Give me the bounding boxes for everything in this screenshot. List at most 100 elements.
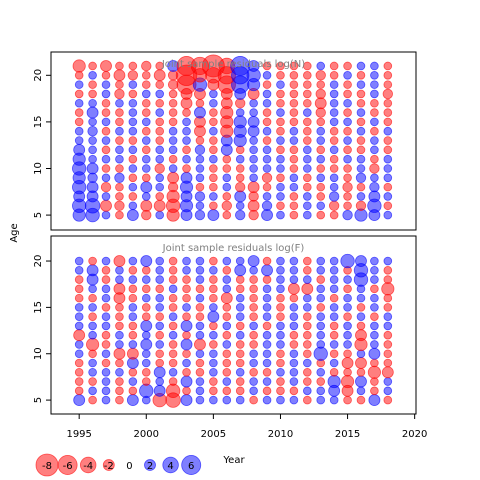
bubble	[101, 266, 111, 275]
bubble	[128, 312, 138, 321]
x-tick-label: 2005	[201, 429, 226, 440]
bubble	[141, 136, 151, 145]
bubble	[316, 192, 326, 201]
bubble	[343, 80, 352, 89]
bubble	[383, 330, 393, 340]
bubble	[155, 358, 164, 368]
bubble	[101, 192, 111, 201]
bubble	[343, 303, 352, 312]
bubble	[128, 284, 138, 294]
bubble	[328, 191, 340, 202]
bubble	[101, 89, 111, 99]
bubble	[126, 347, 139, 360]
bubble	[74, 136, 84, 145]
bubble	[222, 154, 232, 164]
bubble	[329, 89, 339, 99]
bubble	[316, 201, 326, 211]
bubble	[73, 394, 86, 407]
bubble	[383, 126, 393, 136]
bubble	[115, 182, 124, 192]
bubble	[316, 182, 326, 192]
bubble	[101, 210, 111, 220]
bubble	[316, 284, 326, 294]
bubble	[247, 115, 260, 128]
bubble	[195, 367, 205, 377]
bubble	[101, 321, 111, 331]
bubble	[343, 89, 352, 99]
bubble	[182, 154, 191, 164]
bubble	[343, 117, 352, 127]
bubble	[262, 126, 272, 136]
bubble	[235, 386, 245, 396]
bubble	[249, 340, 258, 349]
bubble	[276, 367, 285, 377]
bubble	[276, 266, 285, 275]
bubble	[155, 136, 164, 145]
bubble	[303, 80, 312, 89]
bubble	[370, 275, 379, 284]
bubble	[101, 154, 111, 164]
bubble	[316, 330, 326, 340]
bubble	[101, 164, 111, 173]
bubble	[141, 173, 151, 183]
bubble	[249, 293, 258, 303]
bubble	[343, 173, 352, 183]
bubble	[355, 375, 367, 388]
bubble	[343, 136, 352, 145]
bubble	[235, 358, 245, 368]
bubble	[88, 61, 97, 71]
bubble	[289, 117, 299, 127]
bubble	[209, 192, 218, 201]
bubble	[356, 80, 366, 89]
bubble	[168, 367, 178, 377]
bubble	[101, 136, 111, 145]
bubble	[249, 377, 258, 386]
bubble	[303, 330, 312, 340]
bubble	[383, 98, 393, 108]
bubble	[155, 173, 164, 183]
x-tick-label: 2000	[134, 429, 159, 440]
bubble	[141, 367, 151, 377]
bubble	[74, 303, 84, 312]
bubble	[141, 303, 151, 312]
x-tick-label: 2010	[268, 429, 293, 440]
bubble	[194, 209, 206, 221]
bubble	[343, 145, 352, 155]
bubble	[153, 199, 166, 212]
bubble	[88, 145, 97, 155]
bubble	[168, 98, 178, 108]
bubble	[356, 182, 366, 192]
bubble	[329, 303, 339, 312]
bubble	[101, 293, 111, 303]
bubble	[276, 89, 285, 99]
legend-label: 4	[167, 461, 173, 472]
bubble	[341, 357, 354, 369]
bubble	[329, 61, 339, 71]
bubble	[235, 98, 246, 109]
bubble	[115, 358, 124, 368]
bubble	[222, 275, 232, 284]
bubble	[289, 358, 299, 368]
bubble	[195, 275, 205, 284]
bubble	[383, 312, 393, 321]
bubble	[328, 200, 340, 211]
bubble	[287, 282, 300, 295]
bubble	[314, 97, 327, 110]
bubble	[74, 367, 84, 377]
bubble	[128, 367, 138, 377]
bubble	[209, 293, 218, 303]
bubble	[195, 312, 205, 321]
bubble	[303, 321, 312, 331]
bubble	[356, 164, 366, 173]
bubble	[113, 255, 126, 267]
bubble	[101, 256, 111, 266]
bubble	[140, 255, 153, 267]
bubble	[88, 330, 97, 340]
bubble	[222, 386, 232, 396]
bubble	[343, 192, 352, 201]
bubble	[141, 108, 151, 117]
bubble	[356, 145, 366, 155]
bubble	[88, 293, 97, 303]
bubble	[249, 386, 258, 396]
bubble	[209, 117, 218, 127]
